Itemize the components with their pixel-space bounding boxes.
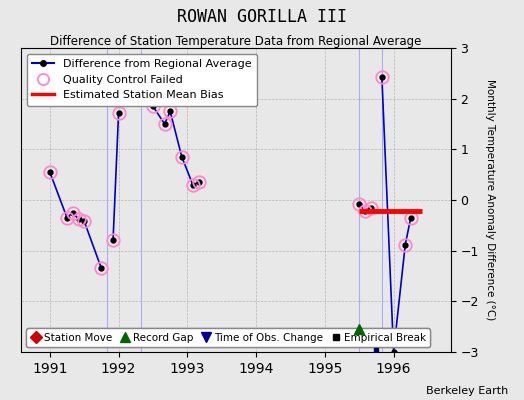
Y-axis label: Monthly Temperature Anomaly Difference (°C): Monthly Temperature Anomaly Difference (… — [485, 79, 495, 321]
Text: ROWAN GORILLA III: ROWAN GORILLA III — [177, 8, 347, 26]
Legend: Station Move, Record Gap, Time of Obs. Change, Empirical Break: Station Move, Record Gap, Time of Obs. C… — [26, 328, 430, 347]
Title: Difference of Station Temperature Data from Regional Average: Difference of Station Temperature Data f… — [50, 35, 421, 48]
Text: Berkeley Earth: Berkeley Earth — [426, 386, 508, 396]
